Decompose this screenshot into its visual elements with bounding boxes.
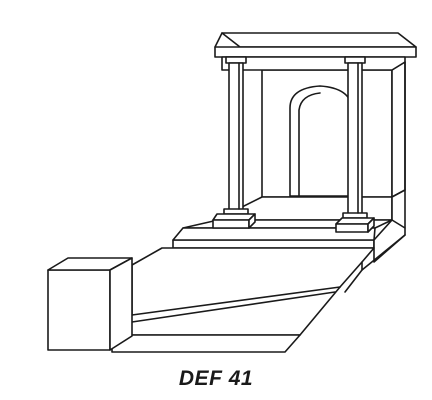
step-side: [373, 219, 406, 263]
flower-box-front: [47, 269, 111, 351]
right-column-capital: [344, 56, 366, 64]
step-riser: [172, 227, 376, 241]
left-column-plinth: [212, 219, 250, 229]
ledger-right-lower: [344, 269, 363, 293]
left-column-shaft: [228, 62, 244, 212]
slab-front-face: [111, 334, 301, 353]
ledger-slab-divider: [131, 286, 341, 316]
roof-top: [221, 32, 417, 48]
left-column-plinth-top: [212, 213, 256, 221]
flower-box-side: [109, 257, 133, 351]
back-wall-side: [391, 61, 406, 198]
right-column-shaft: [347, 62, 363, 216]
model-caption: DEF 41: [178, 367, 254, 390]
roof-front: [214, 46, 417, 58]
roof-under: [221, 56, 406, 71]
right-column-plinth: [335, 223, 369, 233]
right-column-plinth-side: [367, 217, 375, 233]
left-column-capital: [225, 56, 247, 64]
top-step-front: [172, 239, 375, 249]
ledger-slab-divider-lower: [131, 291, 336, 323]
left-column-plinth-side: [248, 213, 256, 229]
arched-niche-inner: [298, 92, 321, 197]
roof-edge-left: [214, 32, 223, 48]
